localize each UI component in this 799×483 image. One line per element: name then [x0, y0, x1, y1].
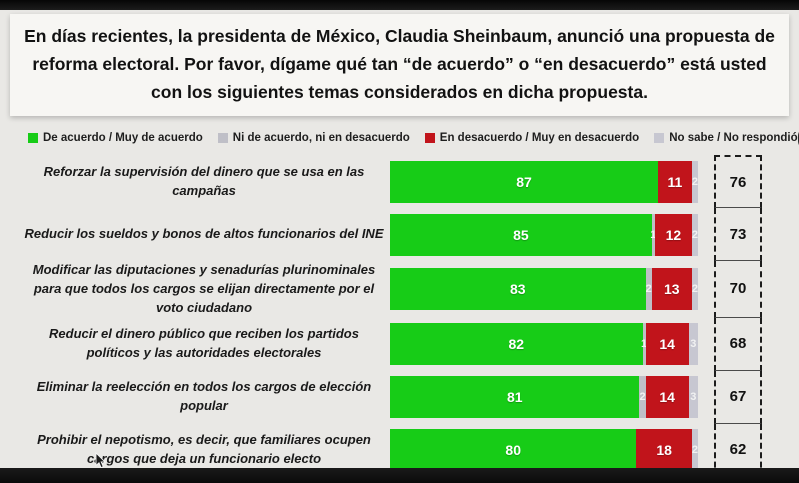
bar-value-label: 2: [691, 175, 698, 188]
bar-segment: 3: [688, 323, 698, 366]
legend-label: Ni de acuerdo, ni en desacuerdo: [232, 132, 410, 144]
legend-item: De acuerdo / Muy de acuerdo: [28, 132, 203, 144]
bar-value-label: 85: [513, 226, 529, 243]
bar-segment: 11: [657, 160, 692, 203]
screen-bezel-top: [0, 0, 799, 10]
legend-swatch-icon: [424, 133, 435, 143]
bar-track: 87 11 2: [390, 160, 698, 203]
bar-segment: 1: [650, 213, 657, 256]
bar-value-label: 83: [510, 281, 526, 298]
bar-value-label: 12: [665, 226, 682, 243]
legend-swatch-icon: [654, 133, 665, 143]
bar-track: 82 1 14 3: [390, 323, 698, 366]
saldo-value: 76: [714, 155, 762, 208]
bar-segment: 80: [390, 429, 637, 468]
chart-row: Reforzar la supervisión del dinero que s…: [24, 155, 799, 208]
legend-row: De acuerdo / Muy de acuerdo Ni de acuerdo…: [28, 123, 799, 153]
bar-value-label: 82: [508, 336, 525, 353]
chart-row: Prohibir el nepotismo, es decir, que fam…: [24, 423, 799, 468]
bar-track: 85 1 12 2: [390, 213, 698, 256]
bar-segment: 3: [688, 376, 698, 419]
bar-value-label: 3: [690, 391, 697, 404]
bar-segment: 2: [691, 160, 698, 203]
presentation-slide: En días recientes, la presidenta de Méxi…: [0, 10, 799, 468]
category-label: Prohibir el nepotismo, es decir, que fam…: [37, 432, 371, 467]
screen-bezel-bottom: [0, 468, 799, 483]
bar-track: 81 2 14 3: [390, 376, 698, 419]
bar-segment: 83: [390, 268, 646, 311]
bar-segment: 12: [654, 213, 692, 256]
legend-item: En desacuerdo / Muy en desacuerdo: [424, 132, 640, 144]
chart-row: Reducir el dinero público que reciben lo…: [24, 317, 799, 371]
chart-row: Modificar las diputaciones y senadurías …: [24, 261, 799, 318]
bar-segment: 13: [651, 268, 692, 311]
bar-segment: 18: [636, 429, 692, 468]
category-label: Reforzar la supervisión del dinero que s…: [43, 163, 365, 198]
bar-track: 83 2 13 2: [390, 268, 698, 311]
bar-value-label: 81: [506, 389, 523, 406]
bar-segment: 1: [641, 323, 648, 366]
legend-swatch-icon: [217, 133, 228, 143]
legend-swatch-icon: [28, 133, 38, 143]
bar-segment: 2: [691, 213, 698, 256]
bar-segment: 87: [390, 160, 658, 203]
bar-value-label: 2: [639, 391, 646, 404]
saldo-value: 67: [714, 370, 762, 424]
bar-segment: 81: [390, 376, 640, 419]
saldo-value: 68: [714, 317, 762, 371]
mouse-cursor-icon: [95, 452, 106, 469]
bar-value-label: 1: [650, 228, 657, 241]
bar-value-label: 80: [505, 442, 521, 459]
bar-value-label: 87: [516, 173, 532, 190]
category-label: Reducir el dinero público que reciben lo…: [49, 326, 359, 361]
question-title: En días recientes, la presidenta de Méxi…: [24, 26, 775, 102]
bar-value-label: 11: [667, 173, 683, 190]
bar-value-label: 1: [641, 338, 648, 351]
bar-value-label: 2: [691, 228, 698, 241]
bar-value-label: 18: [656, 442, 672, 459]
question-title-block: En días recientes, la presidenta de Méxi…: [10, 14, 789, 116]
bar-segment: 2: [645, 268, 652, 311]
bar-value-label: 14: [659, 389, 675, 406]
chart-row: Eliminar la reelección en todos los carg…: [24, 370, 799, 424]
bar-value-label: 13: [664, 281, 680, 298]
bar-track: 80 18 2: [390, 429, 698, 468]
chart-row: Reducir los sueldos y bonos de altos fun…: [24, 208, 799, 261]
bar-segment: 85: [390, 213, 652, 256]
bar-value-label: 3: [690, 338, 697, 351]
bar-value-label: 2: [691, 283, 698, 296]
chart-rows: Reforzar la supervisión del dinero que s…: [0, 155, 799, 468]
bar-segment: 2: [691, 429, 698, 468]
bar-segment: 2: [639, 376, 646, 419]
saldo-value: 62: [714, 423, 762, 468]
bar-segment: 82: [390, 323, 643, 366]
legend-item: Ni de acuerdo, ni en desacuerdo: [217, 132, 410, 144]
bar-segment: 14: [645, 376, 689, 419]
legend-label: De acuerdo / Muy de acuerdo: [43, 132, 203, 144]
bar-segment: 2: [691, 268, 698, 311]
legend: De acuerdo / Muy de acuerdo Ni de acuerdo…: [28, 132, 798, 144]
bar-value-label: 2: [645, 283, 652, 296]
category-label: Reducir los sueldos y bonos de altos fun…: [24, 226, 384, 242]
legend-item: No sabe / No respondió: [654, 132, 798, 144]
saldo-value: 70: [714, 261, 762, 318]
category-label: Modificar las diputaciones y senadurías …: [32, 262, 376, 315]
category-label: Eliminar la reelección en todos los carg…: [36, 379, 372, 414]
legend-label: En desacuerdo / Muy en desacuerdo: [439, 132, 640, 144]
bar-value-label: 2: [691, 444, 698, 457]
bar-segment: 14: [645, 323, 689, 366]
saldo-value: 73: [714, 208, 762, 261]
legend-label: No sabe / No respondió: [669, 132, 798, 144]
bar-value-label: 14: [659, 336, 675, 353]
